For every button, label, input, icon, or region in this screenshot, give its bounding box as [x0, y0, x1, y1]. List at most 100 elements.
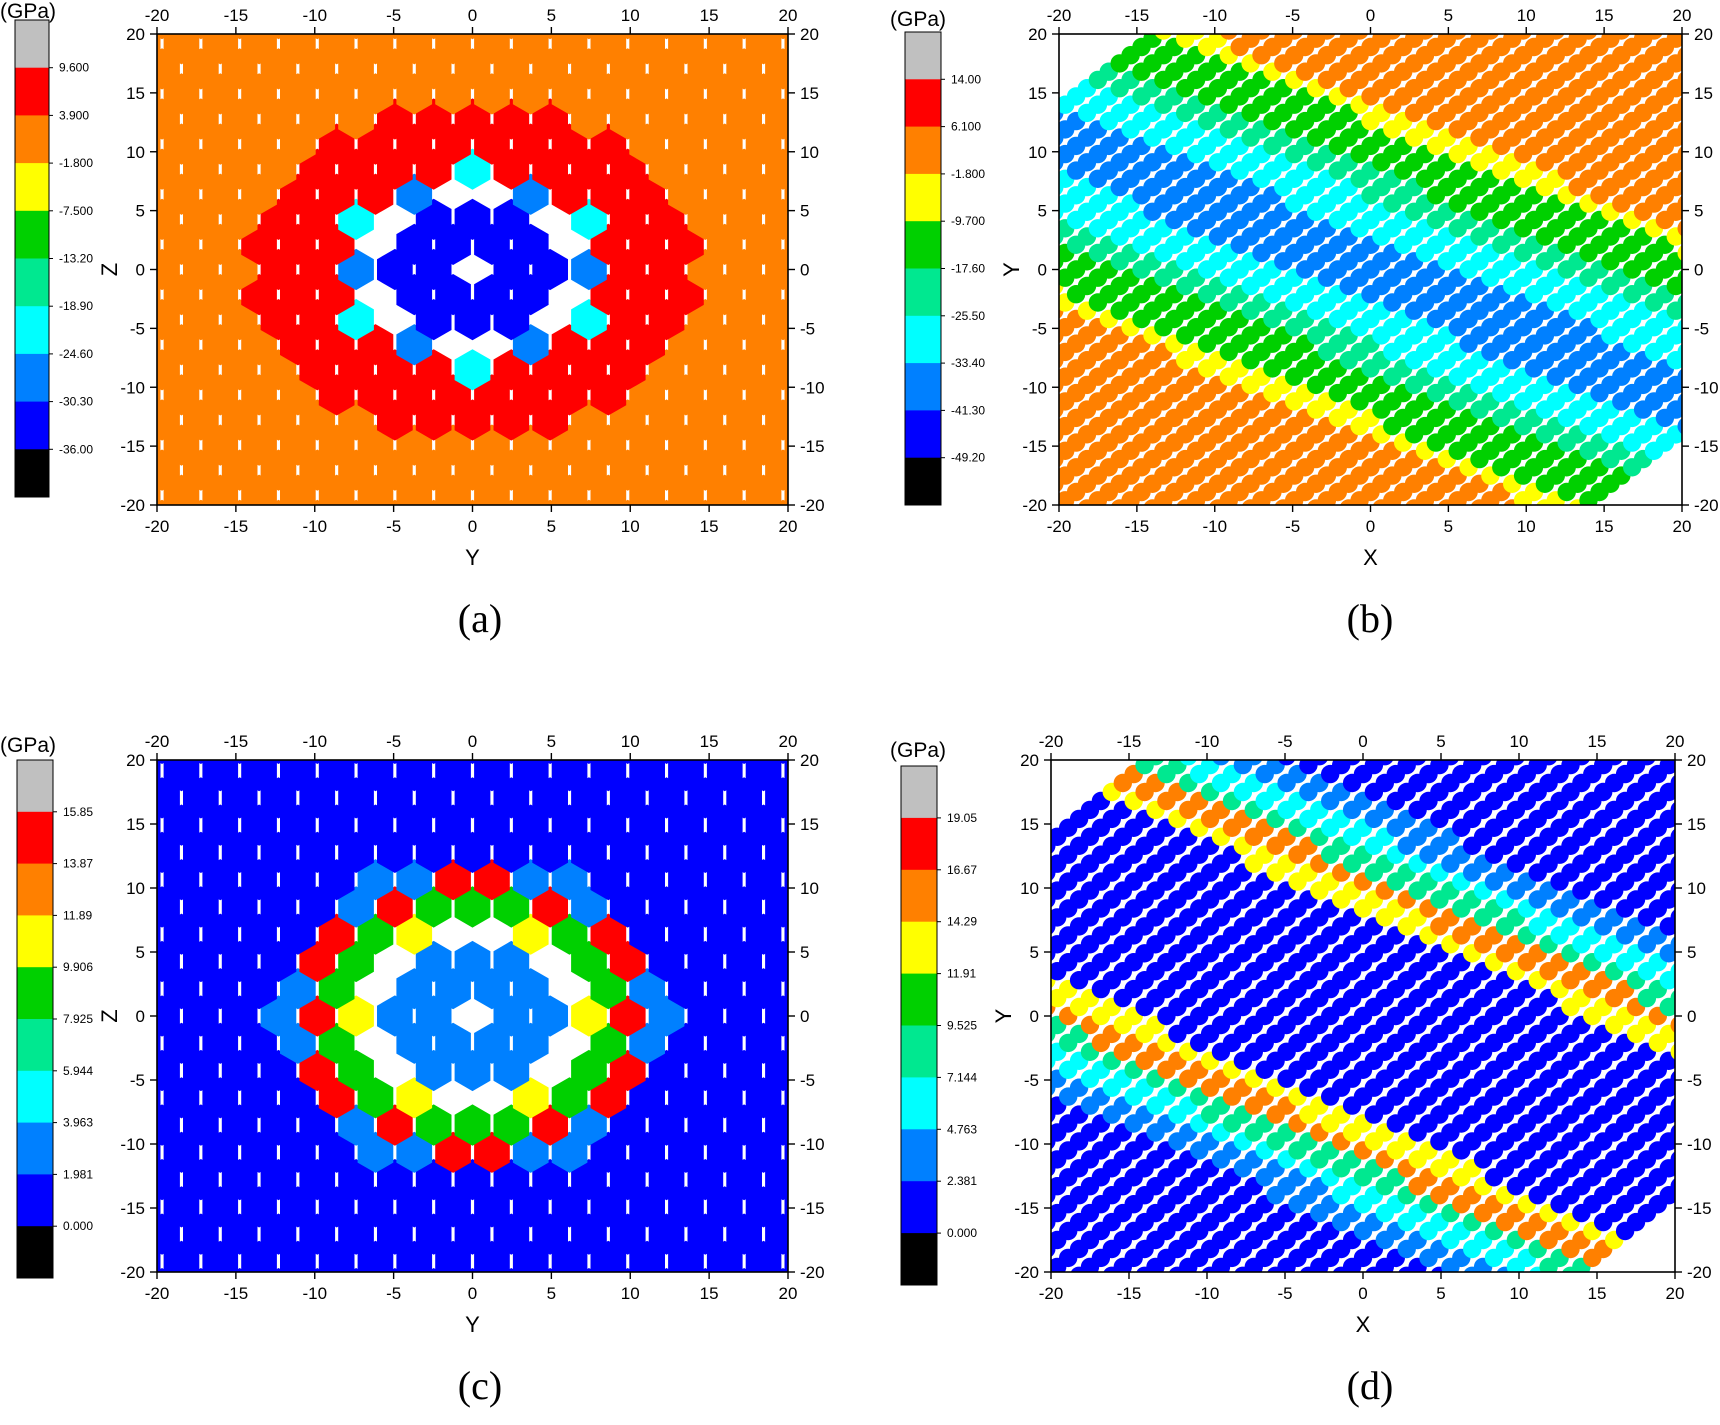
y-tick-label: -10	[120, 1135, 145, 1154]
hex-cell	[513, 696, 549, 737]
hex-cell	[157, 1104, 180, 1146]
hex-cell	[648, 777, 685, 819]
plot-marks	[1051, 760, 1675, 1272]
y-tick-label: -15	[1022, 437, 1047, 456]
hex-cell	[183, 940, 219, 983]
hex-cell	[454, 198, 491, 240]
hex-cell	[241, 223, 277, 265]
hex-cell	[862, 968, 898, 1009]
hex-cell	[609, 349, 646, 391]
atom-point	[1659, 944, 1675, 963]
colorbar-segment	[15, 20, 49, 69]
hex-cell	[415, 48, 452, 90]
hex-cell	[157, 760, 169, 764]
y-tick-label: 15	[126, 815, 145, 834]
hex-cell	[346, 34, 366, 40]
hex-cell	[706, 1186, 743, 1228]
hex-cell	[260, 1049, 297, 1092]
atom-point	[1285, 34, 1303, 40]
hex-cell	[67, 723, 103, 764]
colorbar-level-label: -24.60	[59, 347, 93, 361]
hex-cell	[241, 968, 277, 1010]
colorbar-segment	[905, 268, 941, 317]
hex-cell	[512, 374, 549, 416]
atom-point	[1659, 760, 1675, 775]
y-tick-label: -20	[120, 1263, 145, 1282]
hex-cell	[823, 425, 859, 466]
x-tick-label: -10	[1202, 517, 1227, 536]
atom-point	[1573, 760, 1590, 766]
hex-cell	[474, 274, 510, 316]
x-tick-label: 20	[1673, 517, 1692, 536]
hex-cell	[773, 34, 788, 40]
hex-cell	[415, 1104, 452, 1146]
hex-cell	[609, 98, 646, 140]
colorbar-level-label: 3.900	[59, 108, 89, 122]
hex-cell	[163, 324, 200, 366]
atom-point	[1364, 760, 1384, 775]
hex-cell	[726, 449, 762, 491]
hex-cell	[493, 1213, 530, 1255]
hex-cell	[571, 1159, 607, 1201]
atom-point	[1659, 1078, 1675, 1097]
atom-point	[1666, 79, 1682, 98]
hex-cell	[512, 123, 549, 165]
hex-cell	[765, 831, 788, 873]
hex-cell	[358, 696, 394, 737]
hex-cell	[698, 760, 713, 764]
x-tick-label-top: -20	[145, 732, 170, 751]
hex-cell	[745, 424, 782, 466]
hex-cell	[338, 198, 374, 240]
hex-cell	[843, 1268, 879, 1309]
atom-point	[1233, 760, 1253, 775]
hex-cell	[86, 73, 122, 114]
hex-cell	[396, 804, 433, 846]
hex-cell	[629, 34, 665, 65]
hex-cell	[629, 374, 665, 416]
hex-cell	[164, 696, 200, 737]
hex-cell	[706, 804, 743, 846]
hex-cell	[745, 374, 782, 416]
hex-cell	[163, 1022, 200, 1064]
hex-cell	[706, 223, 743, 265]
hex-cell	[454, 1159, 491, 1201]
hex-cell	[280, 760, 316, 792]
hex-cell	[232, 760, 247, 764]
x-tick-label-top: 5	[1444, 6, 1453, 25]
y-tick-label-right: -5	[1694, 319, 1709, 338]
y-tick-label-right: -20	[800, 496, 825, 515]
atom-point	[1143, 34, 1162, 48]
hex-cell	[474, 1022, 510, 1064]
hex-cell	[163, 73, 200, 115]
atom-point	[1212, 760, 1230, 766]
hex-cell	[377, 248, 413, 291]
hex-cell	[629, 424, 665, 466]
hex-cell	[269, 499, 288, 505]
hex-cell	[823, 0, 859, 14]
hex-cell	[571, 48, 607, 90]
hex-cell	[357, 424, 394, 466]
colorbar-level-label: -33.40	[951, 356, 985, 370]
hex-cell	[843, 450, 879, 491]
x-tick-label: 20	[1666, 1284, 1685, 1303]
hex-cell	[512, 804, 549, 846]
hex-cell	[862, 696, 898, 737]
x-tick-label: -15	[1117, 1284, 1142, 1303]
hex-cell	[241, 424, 277, 466]
hex-cell	[318, 324, 355, 366]
hex-cell	[183, 777, 219, 819]
hex-cell	[396, 0, 432, 14]
x-tick-label: 10	[1510, 1284, 1529, 1303]
y-tick-label: -10	[120, 378, 145, 397]
hex-cell	[163, 374, 200, 416]
hex-cell	[591, 696, 627, 737]
hex-cell	[221, 831, 258, 873]
hex-cell	[784, 282, 788, 307]
hex-cell	[823, 73, 859, 114]
hex-cell	[357, 760, 394, 792]
hex-cell	[454, 48, 491, 90]
hex-cell	[318, 968, 355, 1010]
x-tick-label: 15	[1595, 517, 1614, 536]
hex-cell	[571, 1104, 607, 1146]
hex-cell	[668, 223, 704, 265]
